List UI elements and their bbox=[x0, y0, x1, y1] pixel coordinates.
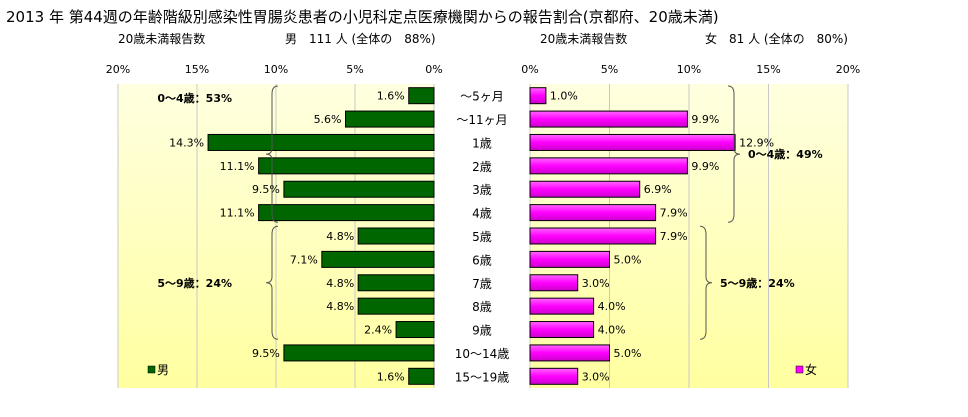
male-value-label: 9.5% bbox=[252, 183, 280, 196]
female-value-label: 7.9% bbox=[660, 207, 688, 220]
male-bar bbox=[283, 344, 435, 362]
male-tick-label: 10% bbox=[264, 63, 288, 76]
female-value-label: 5.0% bbox=[614, 347, 642, 360]
female-count-label: 20歳未満報告数 bbox=[540, 32, 628, 46]
female-tick-label: 20% bbox=[836, 63, 860, 76]
male-tick-label: 5% bbox=[346, 63, 363, 76]
chart-title: 2013 年 第44週の年齢階級別感染性胃腸炎患者の小児科定点医療機関からの報告… bbox=[6, 8, 719, 26]
female-bar bbox=[529, 250, 610, 268]
female-legend-swatch bbox=[795, 365, 804, 374]
male-value-label: 11.1% bbox=[220, 207, 255, 220]
male-value-label: 5.6% bbox=[314, 113, 342, 126]
female-value-label: 6.9% bbox=[644, 183, 672, 196]
category-label: 15～19歳 bbox=[455, 370, 510, 384]
female-value-label: 4.0% bbox=[598, 300, 626, 313]
male-legend-swatch bbox=[147, 365, 156, 374]
male-value-label: 9.5% bbox=[252, 347, 280, 360]
male-group-label: 0～4歳：53% bbox=[157, 91, 232, 105]
category-label: 5歳 bbox=[472, 230, 492, 244]
female-value-label: 7.9% bbox=[660, 230, 688, 243]
male-summary: 男 111 人 (全体の 88%) bbox=[285, 32, 436, 46]
female-group-label: 0～4歳：49% bbox=[748, 147, 823, 161]
male-value-label: 2.4% bbox=[364, 324, 392, 337]
male-tick-label: 0% bbox=[425, 63, 442, 76]
female-tick-label: 5% bbox=[601, 63, 618, 76]
female-bar bbox=[529, 297, 595, 315]
female-tick-label: 10% bbox=[677, 63, 701, 76]
male-bar bbox=[408, 87, 435, 105]
female-value-label: 1.0% bbox=[550, 90, 578, 103]
category-label: 8歳 bbox=[472, 300, 492, 314]
male-value-label: 14.3% bbox=[169, 136, 204, 149]
category-label: 1歳 bbox=[472, 136, 492, 150]
female-tick-label: 15% bbox=[756, 63, 780, 76]
category-label: ～11ヶ月 bbox=[456, 113, 507, 127]
female-group-brace bbox=[699, 225, 713, 340]
female-bar bbox=[529, 367, 579, 385]
female-group-brace bbox=[727, 85, 741, 223]
category-label: 6歳 bbox=[472, 253, 492, 267]
category-label: 10～14歳 bbox=[455, 347, 510, 361]
female-bar bbox=[529, 180, 641, 198]
category-label: ～5ヶ月 bbox=[460, 90, 504, 104]
male-bar bbox=[357, 297, 435, 315]
female-tick-label: 0% bbox=[521, 63, 538, 76]
male-group-brace bbox=[265, 225, 279, 340]
female-bar bbox=[529, 274, 579, 292]
male-count-label: 20歳未満報告数 bbox=[118, 32, 206, 46]
female-bar bbox=[529, 87, 547, 105]
female-bar bbox=[529, 110, 688, 128]
male-group-label: 5～9歳：24% bbox=[157, 276, 232, 290]
female-bar bbox=[529, 321, 595, 339]
female-bar bbox=[529, 344, 610, 362]
female-value-label: 9.9% bbox=[691, 113, 719, 126]
male-bar bbox=[408, 367, 435, 385]
female-value-label: 3.0% bbox=[582, 370, 610, 383]
male-bar bbox=[357, 274, 435, 292]
female-bar bbox=[529, 157, 688, 175]
female-value-label: 4.0% bbox=[598, 324, 626, 337]
male-value-label: 4.8% bbox=[326, 300, 354, 313]
category-label: 2歳 bbox=[472, 160, 492, 174]
male-group-brace bbox=[265, 85, 279, 223]
female-bar bbox=[529, 227, 657, 245]
female-summary: 女 81 人 (全体の 80%) bbox=[705, 32, 848, 46]
male-bar bbox=[207, 133, 435, 151]
male-bar bbox=[395, 321, 435, 339]
category-label: 4歳 bbox=[472, 207, 492, 221]
female-bar bbox=[529, 133, 736, 151]
category-label: 9歳 bbox=[472, 324, 492, 338]
male-value-label: 1.6% bbox=[377, 370, 405, 383]
female-value-label: 9.9% bbox=[691, 160, 719, 173]
female-bar bbox=[529, 204, 657, 222]
category-label: 7歳 bbox=[472, 277, 492, 291]
male-value-label: 7.1% bbox=[290, 253, 318, 266]
male-legend-label: 男 bbox=[157, 363, 169, 377]
female-legend-label: 女 bbox=[805, 362, 817, 377]
female-group-label: 5～9歳：24% bbox=[720, 276, 795, 290]
male-bar bbox=[321, 250, 435, 268]
male-value-label: 1.6% bbox=[377, 90, 405, 103]
male-tick-label: 15% bbox=[185, 63, 209, 76]
female-value-label: 12.9% bbox=[739, 136, 774, 149]
male-bar bbox=[345, 110, 435, 128]
male-tick-label: 20% bbox=[106, 63, 130, 76]
male-value-label: 4.8% bbox=[326, 277, 354, 290]
male-bar bbox=[258, 157, 435, 175]
female-value-label: 3.0% bbox=[582, 277, 610, 290]
male-bar bbox=[357, 227, 435, 245]
male-value-label: 11.1% bbox=[220, 160, 255, 173]
male-bar bbox=[258, 204, 435, 222]
male-value-label: 4.8% bbox=[326, 230, 354, 243]
male-bar bbox=[283, 180, 435, 198]
category-label: 3歳 bbox=[472, 183, 492, 197]
female-value-label: 5.0% bbox=[614, 253, 642, 266]
